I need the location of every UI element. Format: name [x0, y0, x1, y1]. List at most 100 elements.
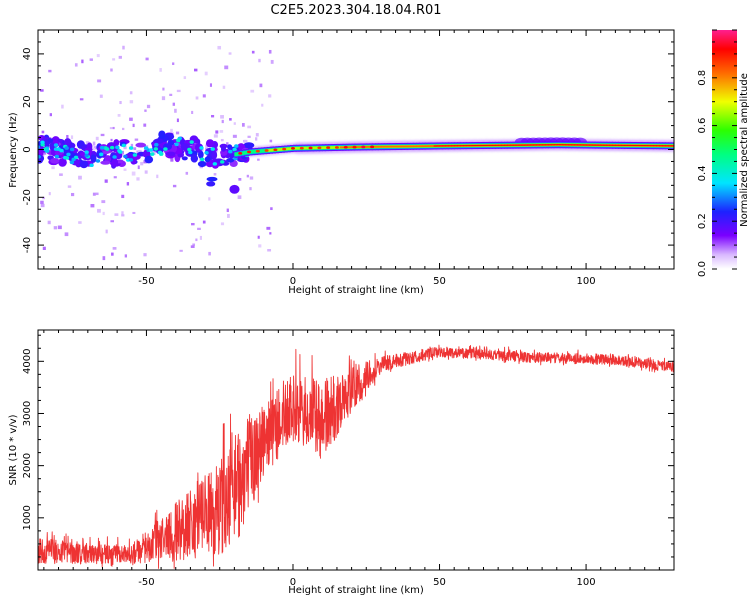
spectrogram-band-segment [618, 144, 622, 146]
spectrogram-scatter-mark [237, 195, 242, 199]
spectrogram-blob-core [154, 142, 159, 147]
spectrogram-blob [181, 156, 188, 161]
spectrogram-scatter-mark [213, 173, 217, 176]
spectrogram-scatter-mark [92, 192, 96, 196]
spectrogram-band-segment [674, 145, 678, 146]
spectrogram-blob-core [234, 144, 239, 148]
spectrogram-peak [343, 145, 348, 149]
spectrogram-blob [58, 158, 67, 167]
spectrogram-band-segment [606, 144, 611, 146]
spectrogram-scatter-mark [110, 138, 113, 142]
spectrogram-peak [326, 146, 331, 149]
spectrogram-band-segment [457, 145, 461, 147]
spectrogram-band-segment [413, 145, 417, 148]
spectrogram-scatter-mark [179, 249, 183, 252]
spectrogram-band-segment [632, 144, 637, 147]
spectrogram-band-segment [553, 144, 558, 146]
spectrogram-scatter-mark [219, 130, 224, 133]
spectrogram-blob [38, 157, 43, 164]
spectrogram-scatter-mark [159, 68, 162, 72]
spectrogram-band-segment [468, 145, 473, 147]
spectrogram-scatter-mark [185, 171, 189, 175]
spectrogram-scatter-mark [205, 144, 208, 148]
spectrogram-band-segment [357, 146, 361, 148]
spectrogram-scatter-mark [137, 165, 140, 170]
spectrogram-band-segment [483, 144, 488, 147]
spectrogram-scatter-mark [268, 49, 272, 54]
snr-panel: -50 0 50 100 1000 2000 3000 4000 Height of str… [8, 329, 675, 596]
spectrogram-peak [282, 147, 287, 151]
spectrogram-scatter-mark [53, 226, 58, 230]
spectrogram-scatter-mark [255, 137, 258, 141]
spectrogram-band-segment [398, 145, 403, 148]
spectrogram-blob [229, 184, 240, 194]
spectrogram-blob-core [123, 154, 128, 159]
spectrogram-band-segment [559, 144, 564, 146]
spectrogram-scatter-mark [174, 108, 177, 113]
spectrogram-band-segment [647, 145, 652, 147]
spectrogram-scatter-mark [92, 147, 96, 151]
spectrogram-band-segment [430, 145, 435, 147]
spectrogram-scatter-mark [93, 146, 98, 150]
spectrogram-scatter-mark [140, 161, 144, 166]
spectrogram-scatter-mark [97, 208, 101, 213]
spectrogram-scatter-mark [209, 83, 213, 87]
colorbar-ticks: 0.0 0.2 0.4 0.6 0.8 [697, 29, 737, 277]
spectrogram-scatter-mark [205, 147, 208, 151]
spectrogram-scatter-mark [238, 178, 242, 181]
spectrogram-band-segment [439, 145, 444, 147]
spectrogram-band-segment [492, 144, 496, 146]
spectrogram-scatter-mark [132, 211, 136, 214]
spectrogram-band-segment [421, 145, 426, 148]
spectrogram-band-segment [659, 145, 663, 147]
spectrogram-scatter-mark [232, 134, 237, 138]
spectrogram-scatter-mark [144, 109, 147, 112]
spectrogram-scatter-mark [204, 71, 208, 76]
spectrogram-band-segment [433, 145, 438, 147]
spectrogram-band-segment [392, 145, 397, 148]
spectrogram-peak [334, 146, 339, 149]
spectrogram-scatter-mark [229, 118, 232, 121]
spectrogram-band-segment [674, 145, 678, 148]
spectrogram-scatter-mark [49, 113, 52, 117]
spectrogram-scatter-mark [129, 91, 133, 95]
spectrogram-scatter-mark [202, 94, 206, 98]
spectrogram-band-segment [407, 145, 411, 148]
spectrogram-band-segment [668, 145, 672, 147]
spectrogram-peak [299, 146, 304, 150]
spectrogram-band-segment [586, 144, 590, 146]
spectrogram-band-segment [416, 145, 420, 148]
spectrogram-scatter-mark [41, 130, 45, 134]
colorbar-label: Normalized spectral amplitude [739, 73, 750, 227]
spectrogram-scatter-mark [172, 62, 175, 65]
spectrogram-scatter-mark [40, 89, 44, 92]
x-tick-label: 0 [290, 577, 296, 588]
spectrogram-band-segment [536, 144, 540, 146]
spectrogram-scatter-mark [197, 227, 201, 230]
spectrogram-blob-core [40, 140, 45, 145]
spectrogram-peak [308, 146, 313, 150]
spectrogram-y-label: Frequency (Hz) [8, 112, 19, 188]
spectrogram-band-segment [597, 144, 602, 146]
spectrogram-scatter-mark [134, 138, 139, 141]
spectrogram-scatter-mark [48, 192, 51, 196]
y-tick-label: 4000 [22, 349, 33, 374]
spectrogram-blob-core [187, 147, 192, 152]
spectrogram-band-segment [650, 145, 655, 147]
spectrogram-scatter-mark [146, 104, 151, 109]
spectrogram-scatter-mark [176, 118, 179, 123]
spectrogram-scatter-mark [269, 232, 272, 235]
spectrogram-blob [153, 138, 164, 144]
spectrogram-blob-core [148, 148, 154, 152]
spectrogram-blob-core [199, 146, 204, 150]
spectrogram-x-ticks: -50 0 50 100 [43, 30, 675, 287]
spectrogram-scatter-mark [67, 185, 72, 188]
colorbar-tick-label: 0.6 [697, 118, 708, 134]
spectrogram-scatter-mark [121, 127, 125, 131]
spectrogram-scatter-mark [161, 96, 166, 101]
spectrogram-blob-core [128, 146, 134, 150]
spectrogram-band-segment [445, 145, 449, 147]
spectrogram-scatter-mark [222, 85, 226, 89]
spectrogram-scatter-mark [269, 139, 273, 143]
spectrogram-band-segment [539, 144, 543, 146]
